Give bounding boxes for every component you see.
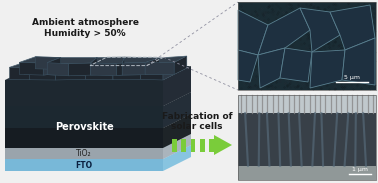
Polygon shape	[122, 63, 145, 75]
Polygon shape	[91, 57, 97, 75]
Polygon shape	[69, 63, 91, 76]
Polygon shape	[85, 67, 113, 80]
Polygon shape	[5, 80, 163, 106]
Bar	[238, 2, 376, 90]
Bar	[209, 139, 214, 152]
Polygon shape	[24, 62, 43, 75]
Polygon shape	[163, 66, 191, 106]
Polygon shape	[29, 63, 43, 80]
Polygon shape	[85, 63, 91, 79]
Bar	[191, 139, 195, 152]
Polygon shape	[238, 50, 258, 82]
Polygon shape	[5, 134, 191, 148]
Polygon shape	[5, 114, 191, 128]
Polygon shape	[56, 63, 91, 68]
Polygon shape	[5, 128, 163, 148]
Polygon shape	[35, 57, 61, 70]
Polygon shape	[310, 50, 345, 88]
Polygon shape	[43, 63, 47, 75]
Text: Ambient atmosphere
Humidity > 50%: Ambient atmosphere Humidity > 50%	[31, 18, 138, 38]
Polygon shape	[69, 63, 91, 76]
Bar	[238, 95, 376, 180]
Polygon shape	[145, 62, 174, 75]
Polygon shape	[122, 57, 125, 75]
Polygon shape	[280, 48, 312, 82]
Polygon shape	[91, 57, 97, 75]
Polygon shape	[19, 62, 43, 75]
Polygon shape	[56, 67, 85, 80]
Polygon shape	[5, 66, 191, 80]
Polygon shape	[238, 10, 268, 55]
Polygon shape	[9, 67, 29, 80]
Polygon shape	[29, 63, 69, 68]
Polygon shape	[47, 63, 69, 76]
Polygon shape	[29, 68, 56, 80]
Polygon shape	[5, 92, 191, 106]
Polygon shape	[98, 63, 117, 76]
Text: Perovskite: Perovskite	[55, 122, 113, 132]
Polygon shape	[258, 48, 285, 88]
Polygon shape	[47, 57, 61, 75]
Polygon shape	[122, 57, 125, 75]
Polygon shape	[91, 57, 125, 64]
Polygon shape	[141, 67, 163, 80]
Bar	[238, 95, 376, 113]
Polygon shape	[19, 57, 61, 63]
Polygon shape	[145, 58, 160, 75]
Text: 5 μm: 5 μm	[344, 75, 360, 80]
Polygon shape	[47, 57, 97, 64]
Bar	[200, 139, 204, 152]
Polygon shape	[5, 159, 163, 171]
Text: 1 μm: 1 μm	[352, 167, 368, 172]
Polygon shape	[91, 63, 98, 75]
Polygon shape	[163, 92, 191, 128]
Polygon shape	[113, 67, 141, 80]
Polygon shape	[214, 135, 232, 155]
Polygon shape	[113, 64, 117, 80]
Text: TiO₂: TiO₂	[76, 149, 92, 158]
Text: FTO: FTO	[76, 160, 93, 169]
Polygon shape	[174, 56, 187, 74]
Polygon shape	[141, 63, 145, 79]
Polygon shape	[5, 145, 191, 159]
Polygon shape	[145, 62, 174, 75]
Polygon shape	[117, 63, 122, 76]
Bar	[238, 95, 376, 180]
Bar	[181, 139, 186, 152]
Polygon shape	[5, 106, 163, 128]
Polygon shape	[9, 62, 43, 68]
Bar	[238, 166, 376, 180]
Polygon shape	[56, 64, 69, 80]
Polygon shape	[163, 62, 174, 80]
Polygon shape	[163, 145, 191, 171]
Polygon shape	[117, 63, 122, 76]
Bar	[172, 139, 177, 152]
Polygon shape	[342, 38, 375, 85]
Bar	[238, 113, 376, 166]
Polygon shape	[47, 57, 61, 75]
Polygon shape	[85, 63, 117, 68]
Polygon shape	[5, 148, 163, 159]
Polygon shape	[122, 57, 160, 63]
Polygon shape	[163, 114, 191, 148]
Polygon shape	[163, 134, 191, 159]
Polygon shape	[258, 8, 310, 55]
Polygon shape	[43, 63, 47, 75]
Polygon shape	[47, 63, 69, 76]
Bar	[238, 2, 376, 90]
Polygon shape	[145, 58, 160, 75]
Text: Fabrication of
solar cells: Fabrication of solar cells	[162, 112, 232, 131]
Polygon shape	[330, 5, 375, 50]
Polygon shape	[122, 63, 145, 75]
Polygon shape	[91, 63, 117, 76]
Polygon shape	[141, 62, 174, 68]
Polygon shape	[113, 63, 145, 68]
Polygon shape	[300, 8, 340, 52]
Polygon shape	[145, 56, 187, 63]
